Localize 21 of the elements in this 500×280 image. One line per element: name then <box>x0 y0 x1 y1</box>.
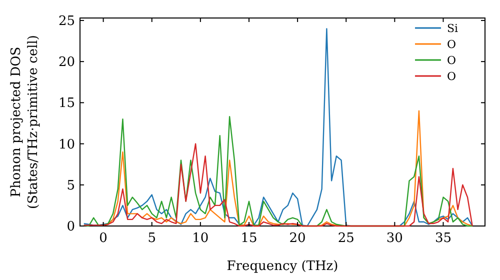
x-tick-label: 35 <box>434 231 452 246</box>
y-tick-label: 25 <box>58 14 75 30</box>
y-tick-label: 15 <box>58 96 75 112</box>
x-tick-label: 25 <box>338 231 354 246</box>
x-tick-label: 5 <box>148 231 156 246</box>
legend-label: O <box>447 54 456 67</box>
x-tick-label: 10 <box>192 231 209 246</box>
x-tick-label: 20 <box>289 231 306 246</box>
legend-label: O <box>447 38 456 51</box>
y-tick-label: 20 <box>58 55 75 70</box>
y-axis-title: Phonon projected DOS (States/THz·primitive cell) <box>9 34 41 210</box>
line-series <box>83 143 473 227</box>
x-tick-label: 0 <box>99 231 108 246</box>
y-tick-label: 10 <box>58 137 75 152</box>
y-tick-label: 5 <box>66 178 75 194</box>
legend-label: Si <box>447 22 459 35</box>
x-axis-title: Frequency (THz) <box>226 259 338 274</box>
legend-label: O <box>447 70 456 83</box>
y-tick-label: 0 <box>66 220 75 235</box>
x-tick-label: 30 <box>386 231 403 246</box>
x-tick-label: 15 <box>240 231 258 246</box>
